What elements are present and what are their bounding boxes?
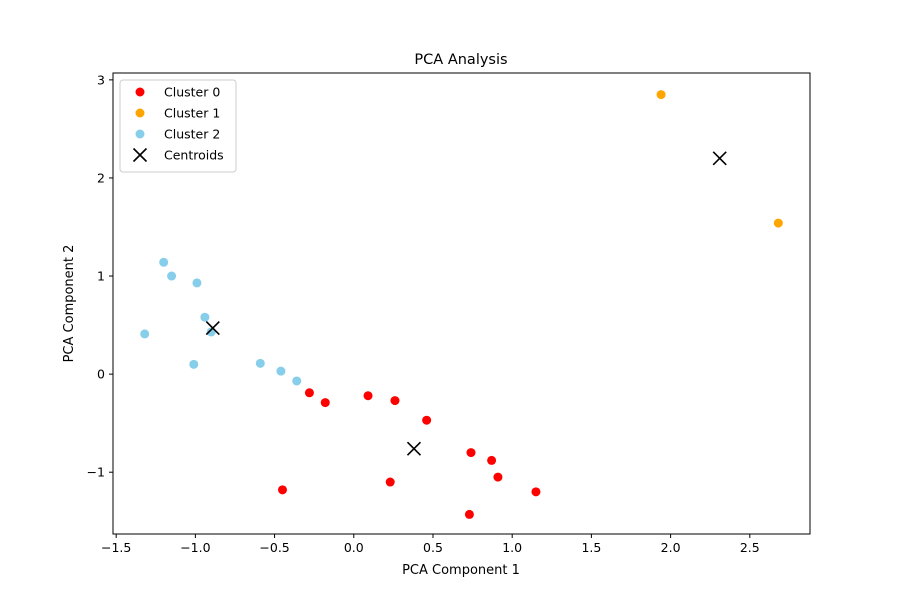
legend: Cluster 0 Cluster 1 Cluster 2 Centroids [119,79,237,173]
data-point [292,376,302,386]
y-tick-label: −1 [87,465,105,480]
data-point [320,398,330,408]
data-point [140,329,150,339]
legend-marker [132,147,148,163]
plot-frame [112,72,811,535]
x-tick-label: −0.5 [259,540,289,555]
x-axis-label: PCA Component 1 [402,563,520,578]
data-point [304,388,314,398]
data-point [363,391,373,401]
centroid-marker [712,151,727,166]
data-point [487,455,497,465]
x-tick-label: 0.0 [344,540,364,555]
x-tick-label: −1.0 [180,540,210,555]
legend-item: Cluster 0 [135,85,220,100]
legend-label: Cluster 1 [164,106,220,121]
x-tick-label: −1.5 [101,540,131,555]
series-cluster-2 [140,257,302,386]
x-tick-label: 1.5 [581,540,601,555]
data-point [159,257,169,267]
points-layer [140,90,783,519]
data-point [466,448,476,458]
y-axis: −1 0 1 2 3 [87,72,113,480]
data-point [464,509,474,519]
legend-marker [135,129,145,139]
legend-item: Centroids [132,147,224,163]
y-tick-label: 2 [97,170,105,185]
legend-label: Cluster 0 [164,85,220,100]
y-axis-label: PCA Component 2 [62,245,77,363]
data-point [656,90,666,100]
data-point [773,218,783,228]
x-tick-label: 2.5 [740,540,760,555]
legend-frame [119,79,237,173]
centroid-marker [205,320,220,336]
chart-title: PCA Analysis [414,52,507,68]
legend-marker [135,108,145,118]
legend-item: Cluster 1 [135,106,220,121]
legend-marker [135,87,145,97]
data-point [255,358,265,368]
y-tick-label: 3 [97,72,105,87]
legend-label: Cluster 2 [164,127,220,142]
data-point [531,487,541,497]
x-axis: −1.5 −1.0 −0.5 0.0 0.5 1.0 1.5 2.0 2.5 [101,534,760,555]
legend-item: Cluster 2 [135,127,220,142]
y-tick-label: 1 [97,269,105,284]
series-cluster-1 [656,90,783,228]
data-point [493,472,503,482]
series-centroids [205,151,727,456]
data-point [422,415,432,425]
data-point [200,312,210,322]
x-tick-label: 2.0 [661,540,681,555]
data-point [192,278,202,288]
data-point [167,271,177,281]
data-point [277,485,287,495]
centroid-marker [406,441,422,456]
series-cluster-0 [277,388,541,519]
data-point [189,359,199,369]
legend-label: Centroids [164,148,224,163]
y-tick-label: 0 [97,367,105,382]
data-point [390,396,400,406]
x-tick-label: 1.0 [502,540,522,555]
x-tick-label: 0.5 [423,540,443,555]
data-point [385,477,395,487]
data-point [276,366,286,376]
